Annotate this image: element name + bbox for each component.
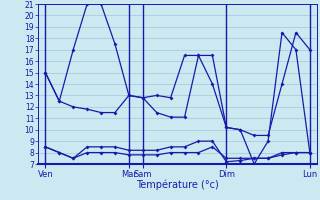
X-axis label: Température (°c): Température (°c) [136,180,219,190]
